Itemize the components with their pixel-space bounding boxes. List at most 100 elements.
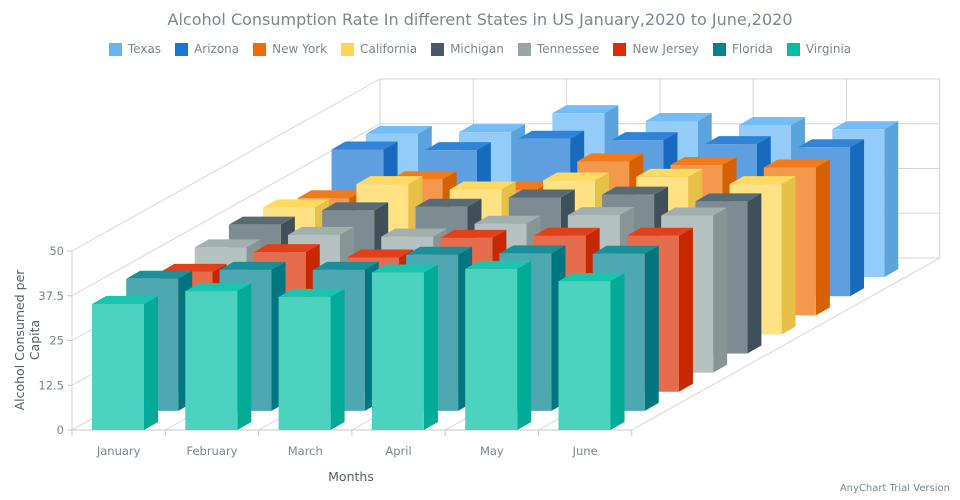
y-tick-label: 12.5: [38, 378, 64, 392]
legend-item-new-york[interactable]: New York: [253, 42, 327, 56]
chart-title: Alcohol Consumption Rate In different St…: [167, 10, 793, 29]
x-tick-label: January: [96, 444, 141, 458]
bar-top: [449, 181, 516, 190]
legend-label: California: [360, 42, 418, 56]
bar-top: [263, 199, 330, 208]
bar-top: [729, 176, 796, 185]
bar-top: [661, 207, 728, 216]
bar-top: [592, 245, 659, 254]
bar-front: [185, 291, 238, 430]
bar-side: [815, 159, 830, 316]
bar-side: [610, 273, 625, 430]
bar-top: [92, 295, 158, 304]
bar-front: [92, 303, 144, 430]
legend-item-tennessee[interactable]: Tennessee: [517, 42, 600, 56]
legend-label: New York: [272, 42, 328, 56]
legend-label: Tennessee: [536, 42, 600, 56]
bar-side: [517, 260, 532, 430]
bar-top: [371, 264, 438, 273]
bar-top: [611, 132, 678, 141]
bar-front: [465, 268, 518, 430]
bar-top: [645, 113, 712, 122]
legend-swatch: [713, 42, 727, 56]
legend-label: Arizona: [194, 42, 240, 56]
bar: [92, 295, 158, 430]
legend-swatch: [108, 42, 122, 56]
x-axis-title: Months: [328, 469, 374, 484]
legend-swatch: [431, 42, 445, 56]
y-axis-title-line: Capita: [27, 320, 42, 360]
bar-top: [185, 283, 252, 292]
bar-top: [567, 207, 634, 216]
legend-swatch: [341, 42, 355, 56]
bar-top: [552, 105, 619, 114]
bar-side: [144, 295, 158, 430]
bar-top: [440, 229, 507, 238]
legend-swatch: [253, 42, 267, 56]
legend-item-california[interactable]: California: [341, 42, 417, 56]
bar: [278, 288, 345, 430]
x-tick-label: May: [480, 444, 504, 458]
legend-item-michigan[interactable]: Michigan: [431, 42, 504, 56]
legend-item-arizona[interactable]: Arizona: [175, 42, 239, 56]
bar: [558, 273, 625, 430]
bar-front: [371, 272, 424, 430]
bar-top: [253, 244, 320, 253]
legend-item-texas[interactable]: Texas: [108, 42, 162, 56]
x-tick-label: March: [288, 444, 323, 458]
y-axis-title: Alcohol Consumed perCapita: [12, 269, 42, 411]
y-tick-label: 25: [49, 334, 64, 348]
bar-top: [356, 176, 423, 185]
legend-swatch: [175, 42, 189, 56]
bar-top: [160, 263, 227, 272]
bar-top: [347, 249, 414, 258]
bar-top: [381, 228, 448, 237]
bar-side: [644, 245, 659, 411]
bar-top: [636, 168, 703, 177]
bar-side: [423, 264, 438, 430]
bar-top: [518, 130, 585, 139]
x-tick-label: April: [385, 444, 411, 458]
legend-item-florida[interactable]: Florida: [713, 42, 773, 56]
legend-item-virginia[interactable]: Virginia: [786, 42, 852, 56]
y-tick-label: 37.5: [38, 289, 64, 303]
y-tick-label: 0: [57, 423, 64, 437]
y-tick-label: 50: [49, 244, 64, 258]
legend-label: Texas: [127, 42, 162, 56]
bar-top: [670, 156, 737, 165]
bar-side: [237, 283, 252, 430]
bar-top: [287, 226, 354, 235]
bar-top: [577, 153, 644, 162]
bar-top: [533, 227, 600, 236]
side-wall-gridline: [71, 78, 381, 252]
bar-top: [228, 216, 295, 225]
legend-item-new-jersey[interactable]: New Jersey: [613, 42, 699, 56]
bar-top: [508, 189, 575, 198]
bar-side: [747, 193, 762, 354]
bar-top: [602, 186, 669, 195]
x-tick-label: February: [186, 444, 237, 458]
bar-top: [798, 139, 865, 148]
bar-top: [297, 190, 364, 199]
series-virginia: [92, 260, 625, 430]
bar-top: [474, 215, 541, 224]
bar-side: [678, 227, 693, 392]
legend-label: Virginia: [805, 42, 852, 56]
bar-top: [832, 121, 899, 130]
bar-top: [278, 288, 345, 297]
bar-top: [459, 124, 526, 133]
bar-top: [465, 260, 532, 269]
bar-top: [194, 239, 261, 248]
floor-gridline: [631, 257, 941, 431]
bar-top: [499, 245, 566, 254]
legend-swatch: [613, 42, 627, 56]
bar-side: [884, 121, 899, 278]
bar: [185, 283, 252, 430]
bar-top: [695, 193, 762, 202]
bar-side: [850, 139, 865, 297]
bar-top: [763, 159, 830, 168]
x-tick-label: June: [572, 444, 598, 458]
legend-swatch: [517, 42, 531, 56]
bar-top: [219, 261, 286, 270]
